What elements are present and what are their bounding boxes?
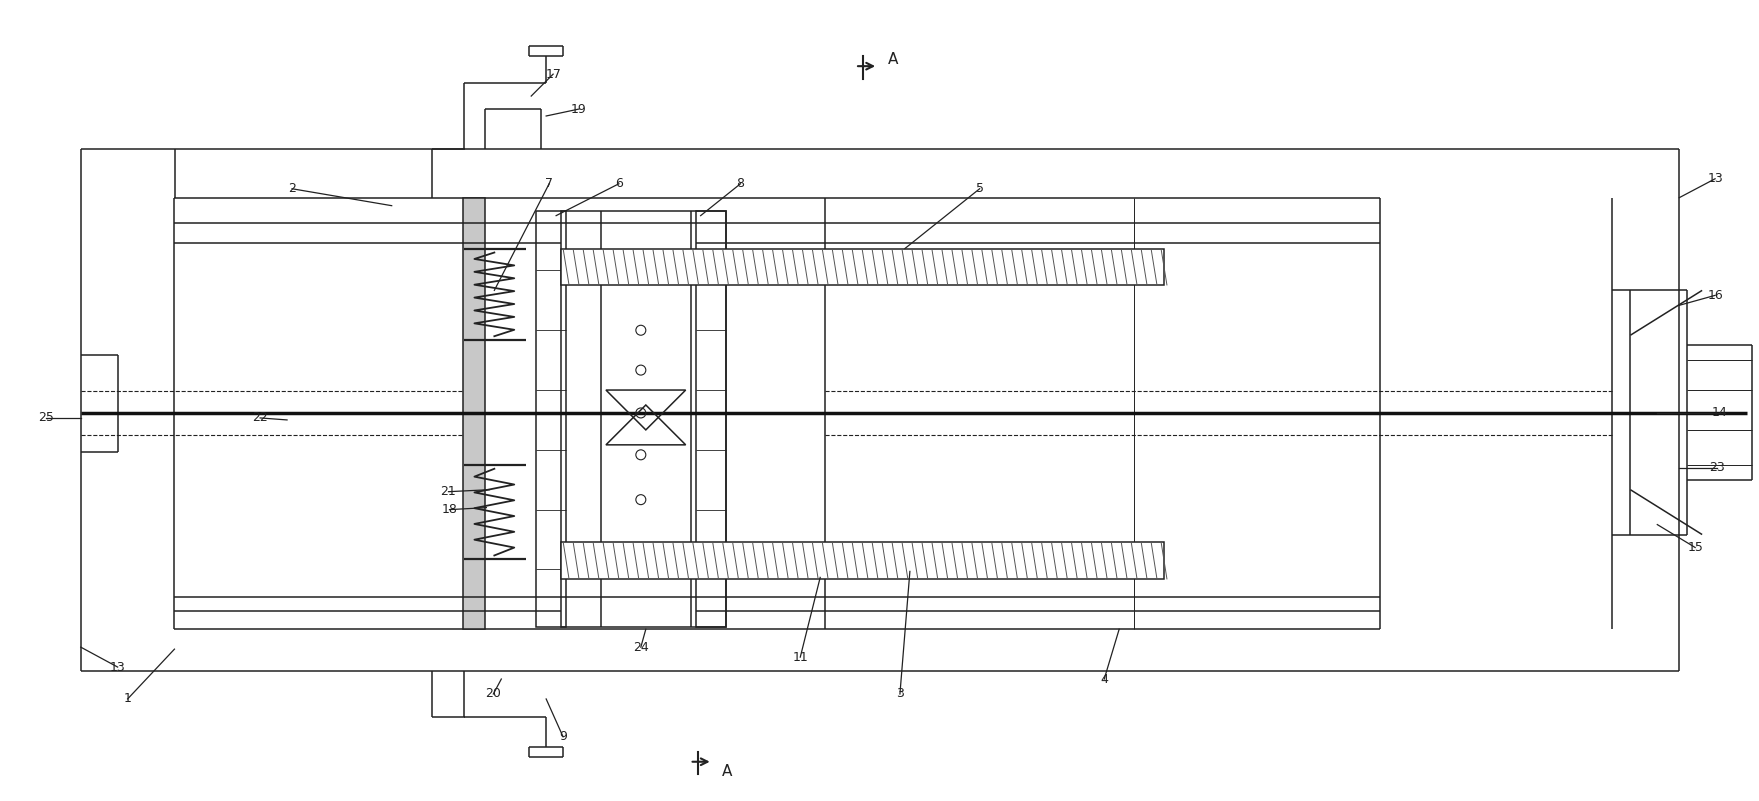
Text: 2: 2 — [288, 183, 296, 195]
Text: 16: 16 — [1708, 289, 1724, 302]
Text: 14: 14 — [1712, 406, 1727, 420]
Bar — [561, 248, 1164, 285]
Bar — [695, 211, 725, 627]
Text: 24: 24 — [633, 641, 649, 654]
Bar — [536, 211, 566, 627]
Bar — [561, 541, 1164, 579]
Text: 4: 4 — [1101, 673, 1108, 686]
Text: 7: 7 — [545, 177, 552, 191]
Text: 3: 3 — [895, 687, 904, 701]
Text: 6: 6 — [616, 177, 623, 191]
Bar — [561, 211, 725, 627]
Text: 18: 18 — [442, 503, 457, 516]
Text: 23: 23 — [1710, 461, 1726, 474]
Text: 13: 13 — [109, 661, 125, 674]
Text: 19: 19 — [572, 103, 588, 115]
Text: 8: 8 — [737, 177, 744, 191]
Text: 17: 17 — [545, 67, 561, 81]
Text: 22: 22 — [252, 412, 267, 425]
Text: 5: 5 — [976, 183, 983, 195]
Bar — [463, 198, 485, 630]
Text: 21: 21 — [440, 485, 456, 498]
Text: 13: 13 — [1708, 172, 1724, 185]
Text: 15: 15 — [1687, 541, 1703, 554]
Text: 11: 11 — [792, 650, 807, 663]
Text: 25: 25 — [39, 412, 55, 425]
Text: A: A — [723, 764, 734, 779]
Text: A: A — [888, 52, 899, 66]
Text: 20: 20 — [485, 687, 501, 701]
Text: 9: 9 — [559, 731, 566, 743]
Text: 1: 1 — [123, 692, 132, 706]
